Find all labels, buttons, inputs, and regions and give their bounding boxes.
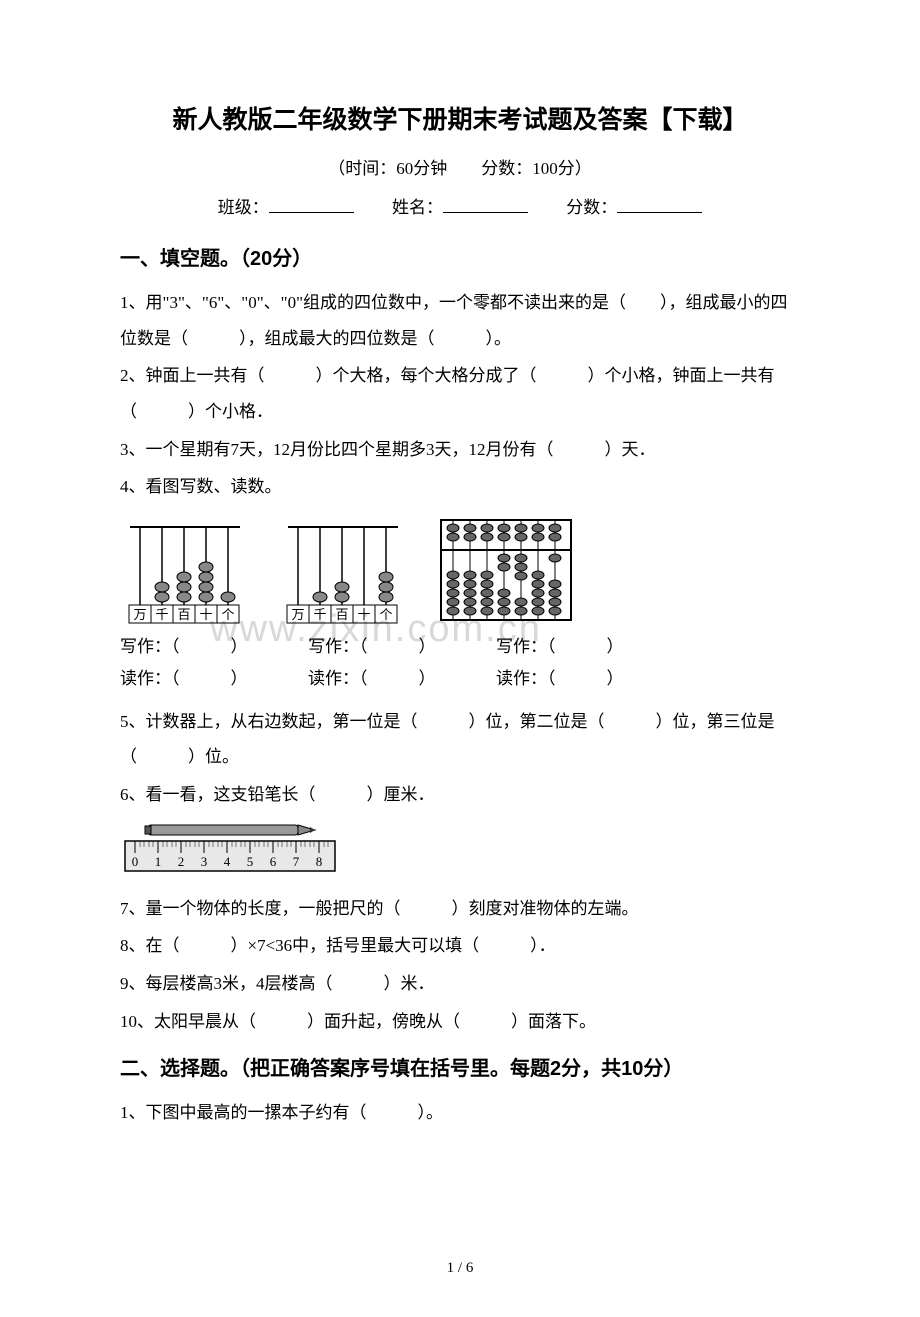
question-2-1: 1、下图中最高的一摞本子约有（ ）。 — [120, 1095, 800, 1131]
svg-text:3: 3 — [201, 854, 208, 869]
score-blank — [617, 195, 702, 213]
svg-text:万: 万 — [291, 607, 304, 622]
counter-2: 万 千 百 十 个 — [278, 515, 408, 625]
svg-text:个: 个 — [379, 607, 392, 622]
svg-text:十: 十 — [357, 607, 370, 622]
question-1-4: 4、看图写数、读数。 — [120, 469, 800, 505]
counter-1-svg: 万 千 百 十 个 — [120, 515, 250, 625]
svg-text:4: 4 — [224, 854, 231, 869]
ruler-container: 0 1 2 3 4 5 6 7 8 — [120, 821, 800, 881]
section-1-header: 一、填空题。（20分） — [120, 242, 800, 271]
question-1-8: 8、在（ ）×7<36中，括号里最大可以填（ ）． — [120, 928, 800, 964]
svg-text:百: 百 — [177, 607, 190, 622]
write-label-1: 写作：（ ） — [120, 631, 280, 663]
class-blank — [269, 195, 354, 213]
question-1-5: 5、计数器上，从右边数起，第一位是（ ）位，第二位是（ ）位，第三位是（ ）位。 — [120, 704, 800, 775]
svg-text:千: 千 — [155, 607, 168, 622]
svg-text:1: 1 — [155, 854, 162, 869]
exam-subtitle: （时间：60分钟 分数：100分） — [120, 154, 800, 179]
read-label-1: 读作：（ ） — [120, 663, 280, 695]
read-label-3: 读作：（ ） — [496, 663, 656, 695]
svg-text:千: 千 — [313, 607, 326, 622]
write-read-1: 写作：（ ） 读作：（ ） — [120, 631, 280, 696]
write-read-3: 写作：（ ） 读作：（ ） — [496, 631, 656, 696]
suanpan — [436, 515, 576, 625]
counter-1: 万 千 百 十 个 — [120, 515, 250, 625]
class-label: 班级： — [218, 198, 269, 217]
name-label: 姓名： — [392, 198, 443, 217]
question-1-9: 9、每层楼高3米，4层楼高（ ）米． — [120, 966, 800, 1002]
svg-text:8: 8 — [316, 854, 323, 869]
counter-2-svg: 万 千 百 十 个 — [278, 515, 408, 625]
question-1-2: 2、钟面上一共有（ ）个大格，每个大格分成了（ ）个小格，钟面上一共有（ ）个小… — [120, 358, 800, 429]
svg-text:百: 百 — [335, 607, 348, 622]
svg-text:万: 万 — [133, 607, 146, 622]
ruler-svg: 0 1 2 3 4 5 6 7 8 — [120, 821, 340, 876]
svg-text:7: 7 — [293, 854, 300, 869]
question-1-7: 7、量一个物体的长度，一般把尺的（ ）刻度对准物体的左端。 — [120, 891, 800, 927]
svg-text:6: 6 — [270, 854, 277, 869]
svg-text:5: 5 — [247, 854, 254, 869]
suanpan-svg — [436, 515, 576, 625]
question-1-1: 1、用"3"、"6"、"0"、"0"组成的四位数中，一个零都不读出来的是（ ），… — [120, 285, 800, 356]
question-1-6: 6、看一看，这支铅笔长（ ）厘米． — [120, 777, 800, 813]
svg-text:十: 十 — [199, 607, 212, 622]
svg-text:2: 2 — [178, 854, 185, 869]
svg-text:个: 个 — [221, 607, 234, 622]
abacus-row: 万 千 百 十 个 — [120, 515, 800, 625]
question-1-3: 3、一个星期有7天，12月份比四个星期多3天，12月份有（ ）天． — [120, 432, 800, 468]
read-label-2: 读作：（ ） — [308, 663, 468, 695]
name-blank — [443, 195, 528, 213]
write-read-2: 写作：（ ） 读作：（ ） — [308, 631, 468, 696]
score-label: 分数： — [566, 198, 617, 217]
page-number: 1 / 6 — [120, 1260, 800, 1277]
write-label-2: 写作：（ ） — [308, 631, 468, 663]
section-2-header: 二、选择题。（把正确答案序号填在括号里。每题2分，共10分） — [120, 1052, 800, 1081]
question-1-10: 10、太阳早晨从（ ）面升起，傍晚从（ ）面落下。 — [120, 1004, 800, 1040]
student-info-line: 班级： 姓名： 分数： — [120, 193, 800, 218]
write-label-3: 写作：（ ） — [496, 631, 656, 663]
svg-text:0: 0 — [132, 854, 139, 869]
page-title: 新人教版二年级数学下册期末考试题及答案【下载】 — [120, 100, 800, 136]
write-read-row: 写作：（ ） 读作：（ ） 写作：（ ） 读作：（ ） 写作：（ ） 读作：（ … — [120, 631, 800, 696]
